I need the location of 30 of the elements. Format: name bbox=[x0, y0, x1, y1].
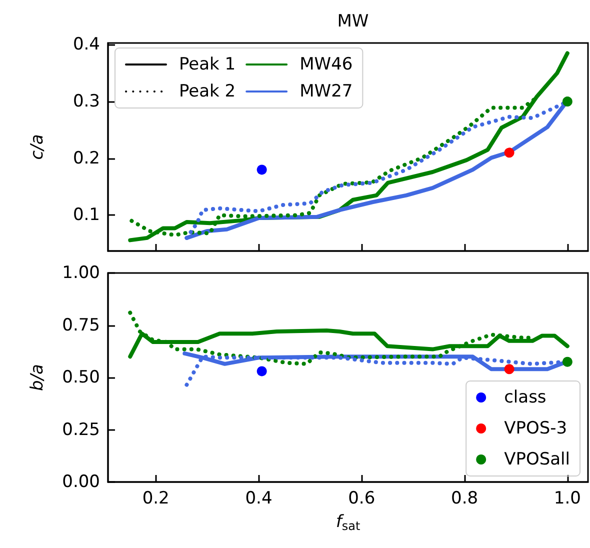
x-tick-label: 0.8 bbox=[451, 488, 478, 508]
legend-label: MW46 bbox=[300, 54, 353, 74]
legend-label: class bbox=[504, 388, 546, 408]
x-tick-label: 0.2 bbox=[142, 488, 170, 508]
y-tick-label: 0.4 bbox=[72, 34, 100, 55]
point bbox=[256, 366, 267, 376]
y-tick-label: 1.00 bbox=[62, 263, 100, 283]
chart-title: MW bbox=[337, 12, 369, 32]
legend-label: Peak 2 bbox=[179, 82, 236, 102]
legend-label: VPOS-3 bbox=[504, 418, 568, 438]
legend-label: MW27 bbox=[300, 82, 353, 102]
y-tick-label: 0.2 bbox=[72, 148, 100, 168]
y-tick-label: 0.25 bbox=[62, 420, 100, 440]
y-tick-label: 0.1 bbox=[72, 205, 100, 226]
y-tick-label: 0.3 bbox=[72, 92, 100, 112]
y-tick-label: 0.50 bbox=[62, 368, 100, 388]
point bbox=[504, 148, 514, 158]
y-tick-label: 0.75 bbox=[62, 315, 100, 336]
legend-label: VPOSall bbox=[504, 450, 570, 470]
y-tick-label: 0.00 bbox=[62, 472, 100, 492]
x-tick-label: 0.4 bbox=[245, 488, 272, 508]
x-tick-label: 1.0 bbox=[554, 488, 581, 508]
point bbox=[562, 96, 572, 107]
point bbox=[256, 164, 267, 175]
legend-label: Peak 1 bbox=[179, 54, 236, 74]
y-axis-title: c/a bbox=[28, 134, 48, 160]
y-axis-title: b/a bbox=[28, 364, 48, 391]
point bbox=[504, 364, 514, 374]
point bbox=[562, 356, 572, 367]
x-tick-label: 0.6 bbox=[348, 488, 376, 508]
